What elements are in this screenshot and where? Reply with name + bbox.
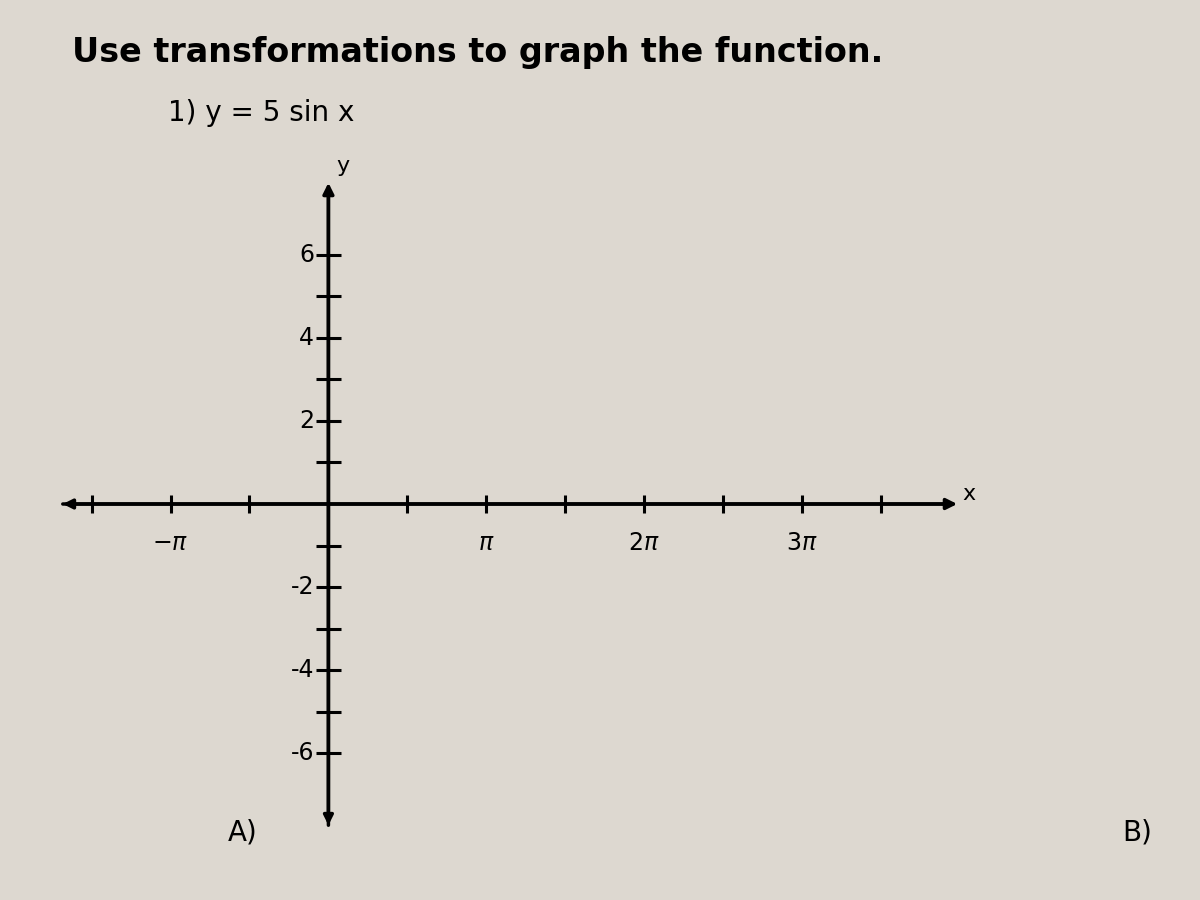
Text: A): A): [228, 818, 258, 846]
Text: Use transformations to graph the function.: Use transformations to graph the functio…: [72, 36, 883, 69]
Text: $-\pi$: $-\pi$: [152, 531, 188, 555]
Text: $3\pi$: $3\pi$: [786, 531, 818, 555]
Text: -6: -6: [290, 742, 314, 765]
Text: -4: -4: [290, 658, 314, 682]
Text: $\pi$: $\pi$: [478, 531, 494, 555]
Text: -2: -2: [290, 575, 314, 599]
Text: 6: 6: [299, 243, 314, 266]
Text: x: x: [962, 483, 976, 504]
Text: 2: 2: [299, 409, 314, 433]
Text: $2\pi$: $2\pi$: [629, 531, 660, 555]
Text: 4: 4: [299, 326, 314, 350]
Text: 1) y = 5 sin x: 1) y = 5 sin x: [168, 99, 354, 127]
Text: y: y: [336, 156, 349, 176]
Text: B): B): [1122, 818, 1152, 846]
